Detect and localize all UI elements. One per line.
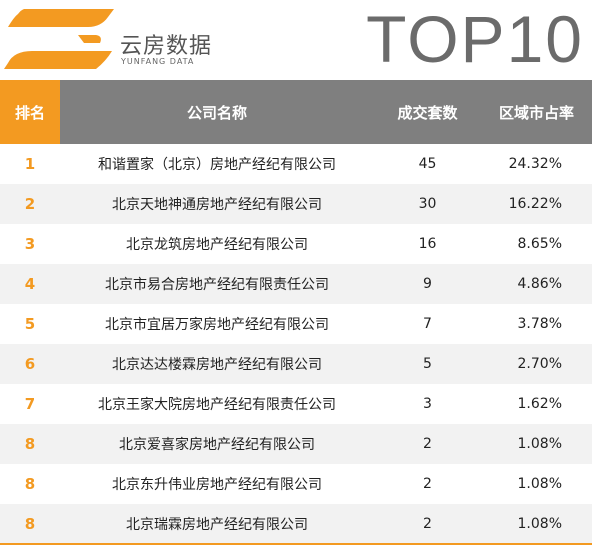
table-row: 8 北京爱喜家房地产经纪有限公司 2 1.08% [0, 424, 592, 464]
rank-cell: 6 [0, 344, 60, 384]
share-cell: 2.70% [481, 344, 592, 384]
rank-cell: 8 [0, 504, 60, 544]
company-cell: 北京瑞霖房地产经纪有限公司 [60, 504, 374, 544]
table-header-row: 排名 公司名称 成交套数 区域市占率 [0, 80, 592, 144]
share-cell: 24.32% [508, 156, 562, 172]
table-row: 5 北京市宜居万家房地产经纪有限公司 7 3.78% [0, 304, 592, 344]
deals-cell: 3 [423, 396, 432, 412]
table-row: 8 北京东升伟业房地产经纪有限公司 2 1.08% [0, 464, 592, 504]
deals-cell: 2 [423, 476, 432, 492]
bottom-divider [0, 543, 592, 545]
deals-cell: 16 [418, 236, 437, 252]
company-cell: 北京王家大院房地产经纪有限责任公司 [98, 397, 336, 413]
table-row: 2 北京天地神通房地产经纪有限公司 30 16.22% [0, 184, 592, 224]
share-cell: 4.86% [481, 264, 592, 304]
rank-cell: 8 [24, 475, 36, 493]
table-row: 3 北京龙筑房地产经纪有限公司 16 8.65% [0, 224, 592, 264]
column-header-rank: 排名 [0, 80, 60, 144]
rank-cell: 1 [24, 155, 36, 173]
rank-cell: 3 [24, 235, 36, 253]
rank-cell: 5 [24, 315, 36, 333]
deals-cell: 7 [423, 316, 432, 332]
deals-cell: 2 [374, 504, 481, 544]
deals-cell: 2 [374, 424, 481, 464]
deals-cell: 30 [374, 184, 481, 224]
deals-cell: 5 [374, 344, 481, 384]
share-cell: 1.08% [517, 476, 562, 492]
table-row: 7 北京王家大院房地产经纪有限责任公司 3 1.62% [0, 384, 592, 424]
brand-name: 云房数据 [120, 34, 213, 59]
brand-name-en: YUNFANG DATA [121, 57, 195, 66]
ranking-table: 排名 公司名称 成交套数 区域市占率 1 和谐置家（北京）房地产经纪有限公司 4… [0, 80, 592, 544]
yunfang-logo-mark-icon [4, 9, 114, 69]
rank-cell: 8 [0, 424, 60, 464]
company-cell: 北京爱喜家房地产经纪有限公司 [60, 424, 374, 464]
table-row: 8 北京瑞霖房地产经纪有限公司 2 1.08% [0, 504, 592, 544]
company-cell: 北京市宜居万家房地产经纪有限公司 [105, 317, 329, 333]
table-row: 4 北京市易合房地产经纪有限责任公司 9 4.86% [0, 264, 592, 304]
rank-cell: 7 [24, 395, 36, 413]
share-cell: 8.65% [517, 236, 562, 252]
company-cell: 北京龙筑房地产经纪有限公司 [126, 237, 308, 253]
company-cell: 北京东升伟业房地产经纪有限公司 [112, 477, 322, 493]
column-header-company: 公司名称 [60, 80, 374, 144]
company-cell: 和谐置家（北京）房地产经纪有限公司 [98, 157, 336, 173]
table-row: 1 和谐置家（北京）房地产经纪有限公司 45 24.32% [0, 144, 592, 184]
rank-cell: 4 [0, 264, 60, 304]
share-cell: 1.08% [481, 424, 592, 464]
share-cell: 3.78% [517, 316, 562, 332]
company-cell: 北京达达楼霖房地产经纪有限公司 [60, 344, 374, 384]
rank-cell: 2 [0, 184, 60, 224]
share-cell: 1.62% [517, 396, 562, 412]
header: 云房数据 YUNFANG DATA TOP10 [0, 0, 592, 80]
company-cell: 北京天地神通房地产经纪有限公司 [60, 184, 374, 224]
deals-cell: 9 [374, 264, 481, 304]
share-cell: 16.22% [481, 184, 592, 224]
page-title: TOP10 [366, 2, 584, 76]
table-row: 6 北京达达楼霖房地产经纪有限公司 5 2.70% [0, 344, 592, 384]
company-cell: 北京市易合房地产经纪有限责任公司 [60, 264, 374, 304]
share-cell: 1.08% [481, 504, 592, 544]
deals-cell: 45 [418, 156, 437, 172]
column-header-deals: 成交套数 [374, 80, 481, 144]
column-header-share: 区域市占率 [481, 80, 592, 144]
